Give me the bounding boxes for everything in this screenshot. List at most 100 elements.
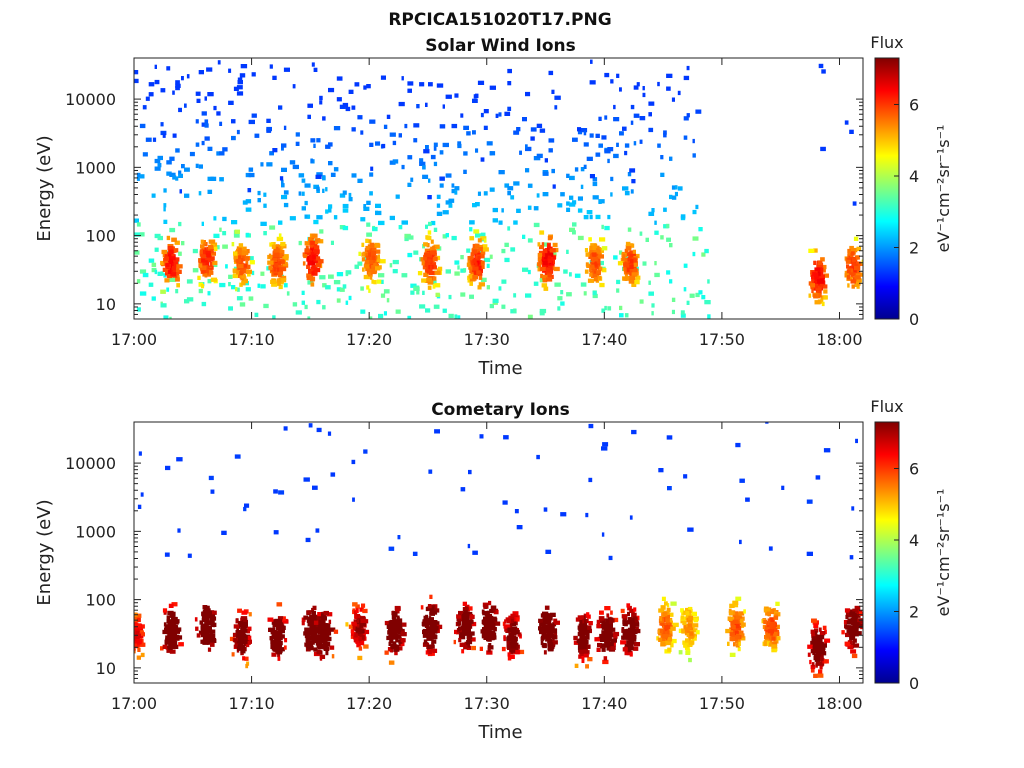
flux-pixel <box>157 163 162 168</box>
flux-pixel <box>430 258 433 263</box>
flux-pixel <box>538 260 541 266</box>
flux-pixel <box>851 506 855 511</box>
flux-pixel <box>311 607 315 613</box>
flux-pixel <box>602 442 609 447</box>
flux-pixel <box>507 81 512 86</box>
flux-pixel <box>861 259 863 264</box>
flux-pixel <box>371 264 378 270</box>
flux-pixel <box>134 620 137 625</box>
x-tick-label: 17:10 <box>229 694 275 713</box>
flux-pixel <box>604 225 610 231</box>
flux-pixel <box>207 189 213 194</box>
plot-frame <box>133 57 864 320</box>
flux-pixel <box>516 617 520 622</box>
flux-pixel <box>631 617 635 623</box>
flux-pixel <box>202 249 206 255</box>
flux-pixel <box>431 648 438 653</box>
flux-pixel <box>569 175 575 181</box>
flux-pixel <box>770 609 774 614</box>
flux-pixel <box>460 113 464 118</box>
flux-pixel <box>451 188 455 194</box>
flux-pixel <box>392 625 399 630</box>
flux-pixel <box>463 169 467 174</box>
flux-pixel <box>525 91 531 97</box>
flux-pixel <box>201 257 205 262</box>
flux-pixel <box>197 275 201 280</box>
flux-pixel <box>445 173 452 178</box>
flux-pixel <box>233 269 238 274</box>
flux-pixel <box>398 101 405 107</box>
flux-pixel <box>736 620 741 625</box>
y-tick-label: 1000 <box>75 522 116 541</box>
flux-pixel <box>208 475 214 481</box>
flux-pixel <box>217 60 221 65</box>
flux-pixel <box>242 621 248 627</box>
flux-pixel <box>366 255 370 260</box>
flux-pixel <box>481 250 486 255</box>
flux-pixel <box>469 257 474 262</box>
flux-pixel <box>151 267 157 273</box>
flux-pixel <box>134 628 140 633</box>
flux-pixel <box>304 304 308 310</box>
flux-pixel <box>586 210 593 215</box>
flux-pixel <box>178 170 182 175</box>
flux-pixel <box>492 625 495 630</box>
flux-pixel <box>583 164 587 169</box>
flux-pixel <box>582 627 586 632</box>
flux-pixel <box>199 249 205 254</box>
flux-pixel <box>365 252 371 258</box>
flux-pixel <box>610 176 614 182</box>
flux-pixel <box>151 193 156 198</box>
flux-pixel <box>662 612 668 617</box>
flux-pixel <box>620 608 625 614</box>
flux-pixel <box>550 629 558 634</box>
flux-pixel <box>163 273 167 278</box>
flux-pixel <box>426 636 433 641</box>
flux-pixel <box>305 537 311 543</box>
flux-pixel <box>198 164 203 169</box>
flux-pixel <box>775 624 780 629</box>
flux-pixel <box>467 619 474 624</box>
flux-pixel <box>633 262 638 267</box>
flux-pixel <box>678 628 682 633</box>
flux-pixel <box>629 250 634 255</box>
flux-pixel <box>279 253 283 258</box>
flux-pixel <box>654 272 660 278</box>
flux-pixel <box>206 638 213 644</box>
flux-pixel <box>597 266 603 271</box>
flux-pixel <box>813 673 818 678</box>
flux-pixel <box>603 656 608 661</box>
flux-pixel <box>345 300 349 305</box>
flux-pixel <box>202 272 206 277</box>
flux-pixel <box>306 627 313 632</box>
flux-pixel <box>768 546 773 551</box>
flux-pixel <box>610 610 613 615</box>
flux-pixel <box>849 555 854 560</box>
flux-pixel <box>134 78 139 84</box>
flux-pixel <box>815 661 822 666</box>
colorbar-title: Flux <box>870 33 903 52</box>
flux-pixel <box>741 622 746 627</box>
flux-pixel <box>134 649 135 654</box>
flux-pixel <box>164 256 169 261</box>
flux-pixel <box>580 167 585 172</box>
flux-pixel <box>204 250 211 255</box>
flux-pixel <box>467 543 471 549</box>
flux-pixel <box>572 222 577 227</box>
flux-pixel <box>278 259 285 264</box>
flux-pixel <box>178 107 182 113</box>
flux-pixel <box>211 242 215 247</box>
flux-pixel <box>328 619 332 624</box>
flux-pixel <box>491 608 496 613</box>
flux-pixel <box>431 639 437 644</box>
flux-pixel <box>162 644 168 649</box>
flux-pixel <box>167 269 172 274</box>
flux-pixel <box>665 618 670 623</box>
flux-pixel <box>318 623 324 628</box>
flux-pixel <box>303 615 309 620</box>
flux-pixel <box>631 179 636 184</box>
flux-pixel <box>369 172 374 177</box>
flux-pixel <box>139 174 145 179</box>
flux-pixel <box>427 230 432 235</box>
flux-pixel <box>358 251 361 256</box>
